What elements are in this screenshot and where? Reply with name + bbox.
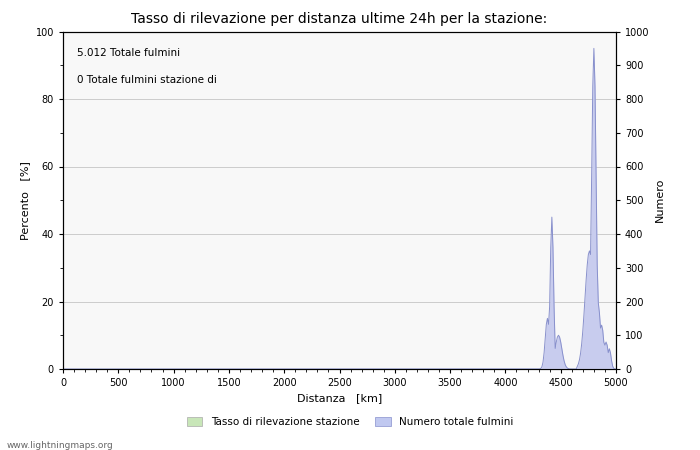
Title: Tasso di rilevazione per distanza ultime 24h per la stazione:: Tasso di rilevazione per distanza ultime… — [132, 12, 547, 26]
Text: www.lightningmaps.org: www.lightningmaps.org — [7, 441, 113, 450]
X-axis label: Distanza   [km]: Distanza [km] — [297, 394, 382, 404]
Y-axis label: Numero: Numero — [655, 178, 665, 222]
Y-axis label: Percento   [%]: Percento [%] — [20, 161, 30, 240]
Text: 0 Totale fulmini stazione di: 0 Totale fulmini stazione di — [77, 75, 217, 86]
Legend: Tasso di rilevazione stazione, Numero totale fulmini: Tasso di rilevazione stazione, Numero to… — [183, 413, 517, 431]
Text: 5.012 Totale fulmini: 5.012 Totale fulmini — [77, 49, 180, 58]
